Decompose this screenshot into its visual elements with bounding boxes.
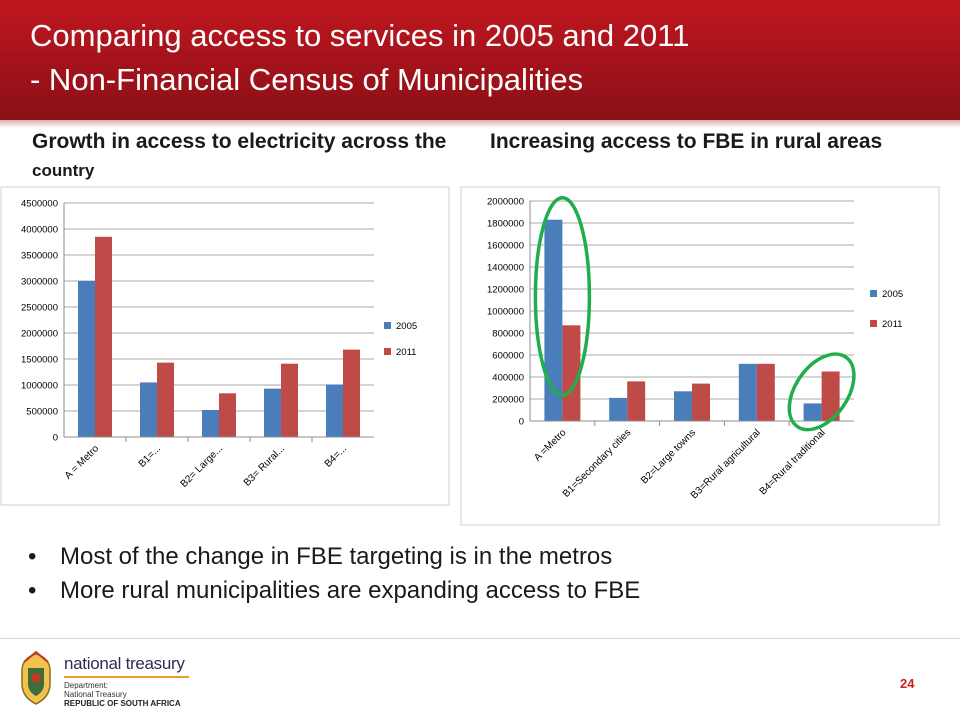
bullet-item: Most of the change in FBE targeting is i… — [28, 540, 928, 574]
logo-line-1: Department: — [64, 681, 109, 690]
y-tick-label: 1500000 — [21, 355, 58, 366]
footer-divider — [0, 638, 960, 639]
y-tick-label: 500000 — [26, 407, 58, 418]
left-chart-heading-tail: country — [32, 161, 95, 180]
bar-2011-3 — [281, 363, 298, 437]
slide-title: Comparing access to services in 2005 and… — [30, 14, 940, 102]
bar-2005-0 — [78, 281, 95, 437]
bar-2005-3 — [264, 388, 281, 437]
y-tick-label: 1400000 — [487, 263, 524, 274]
y-tick-label: 2500000 — [21, 303, 58, 314]
highlight-ellipse — [787, 352, 856, 432]
slide-title-line-2: - Non-Financial Census of Municipalities — [30, 62, 584, 97]
y-tick-label: 4500000 — [21, 199, 58, 210]
bar-2005-2 — [674, 391, 692, 421]
left-chart-heading-main: Growth in access to electricity across t… — [32, 130, 447, 153]
legend-swatch-2011 — [870, 320, 877, 327]
bar-2005-1 — [609, 397, 628, 421]
bar-2005-0 — [544, 219, 563, 421]
legend-label-2005: 2005 — [396, 321, 417, 332]
y-tick-label: 3500000 — [21, 251, 58, 262]
bar-2011-0 — [562, 325, 581, 421]
fbe-chart: 0 200000 400000 600000 800000 1000000 1200000 1… — [460, 186, 940, 526]
left-chart-heading: Growth in access to electricity across t… — [32, 128, 452, 185]
right-chart-heading: Increasing access to FBE in rural areas — [490, 130, 883, 153]
title-banner-shadow — [0, 120, 960, 128]
legend-label-2011: 2011 — [882, 319, 902, 330]
y-tick-label: 0 — [53, 433, 58, 444]
bar-2011-1 — [157, 362, 174, 437]
bar-2005-1 — [140, 382, 157, 437]
bar-2011-0 — [95, 236, 112, 437]
bar-2011-2 — [692, 383, 710, 421]
electricity-chart: 0 500000 1000000 1500000 2000000 2500000 30000… — [0, 186, 450, 506]
y-tick-label: 1600000 — [487, 241, 524, 252]
y-tick-label: 4000000 — [21, 225, 58, 236]
bar-2011-4 — [821, 371, 840, 421]
y-tick-label: 400000 — [492, 373, 524, 384]
bar-2011-4 — [343, 349, 360, 437]
title-banner — [0, 0, 960, 120]
bar-2011-2 — [219, 393, 236, 437]
page-number: 24 — [900, 676, 915, 691]
bar-2011-1 — [627, 381, 646, 421]
key-findings-list: Most of the change in FBE targeting is i… — [28, 540, 928, 608]
logo-rule — [64, 676, 189, 678]
bullet-item: More rural municipalities are expanding … — [28, 574, 928, 608]
bar-2005-4 — [326, 384, 343, 437]
chart-frame — [460, 186, 940, 526]
chart-frame — [0, 186, 450, 506]
legend-swatch-2005 — [384, 322, 391, 329]
y-tick-label: 0 — [519, 417, 524, 428]
fbe-chart-svg: 0 200000 400000 600000 800000 1000000 1200000 1… — [460, 186, 940, 526]
y-tick-label: 1000000 — [21, 381, 58, 392]
highlight-ellipse — [533, 195, 592, 397]
legend-label-2005: 2005 — [882, 289, 903, 300]
y-tick-label: 600000 — [492, 351, 524, 362]
slide-title-line-1: Comparing access to services in 2005 and… — [30, 18, 690, 53]
coat-of-arms-icon — [21, 650, 51, 705]
y-tick-label: 1200000 — [487, 285, 524, 296]
y-tick-label: 1000000 — [487, 307, 524, 318]
y-tick-label: 200000 — [492, 395, 524, 406]
logo-text: national treasury Department: National T… — [64, 654, 189, 708]
bar-2005-3 — [738, 363, 757, 421]
legend-label-2011: 2011 — [396, 347, 416, 358]
legend-swatch-2005 — [870, 290, 877, 297]
y-tick-label: 1800000 — [487, 219, 524, 230]
bar-2011-3 — [756, 363, 775, 421]
logo-line-2: National Treasury — [64, 690, 127, 699]
bar-2005-4 — [803, 403, 822, 421]
y-tick-label: 2000000 — [21, 329, 58, 340]
logo-line-3: REPUBLIC OF SOUTH AFRICA — [64, 699, 181, 708]
logo-brand: national treasury — [64, 654, 185, 673]
bar-2005-2 — [202, 409, 219, 437]
y-tick-label: 3000000 — [21, 277, 58, 288]
electricity-chart-svg: 0 500000 1000000 1500000 2000000 2500000 30000… — [0, 186, 450, 506]
y-tick-label: 2000000 — [487, 197, 524, 208]
legend-swatch-2011 — [384, 348, 391, 355]
y-tick-label: 800000 — [492, 329, 524, 340]
national-treasury-logo: national treasury Department: National T… — [14, 650, 204, 710]
